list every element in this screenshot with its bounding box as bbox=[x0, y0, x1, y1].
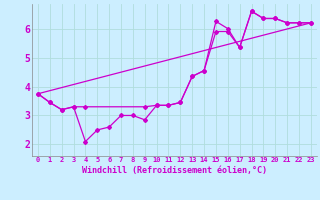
X-axis label: Windchill (Refroidissement éolien,°C): Windchill (Refroidissement éolien,°C) bbox=[82, 166, 267, 175]
